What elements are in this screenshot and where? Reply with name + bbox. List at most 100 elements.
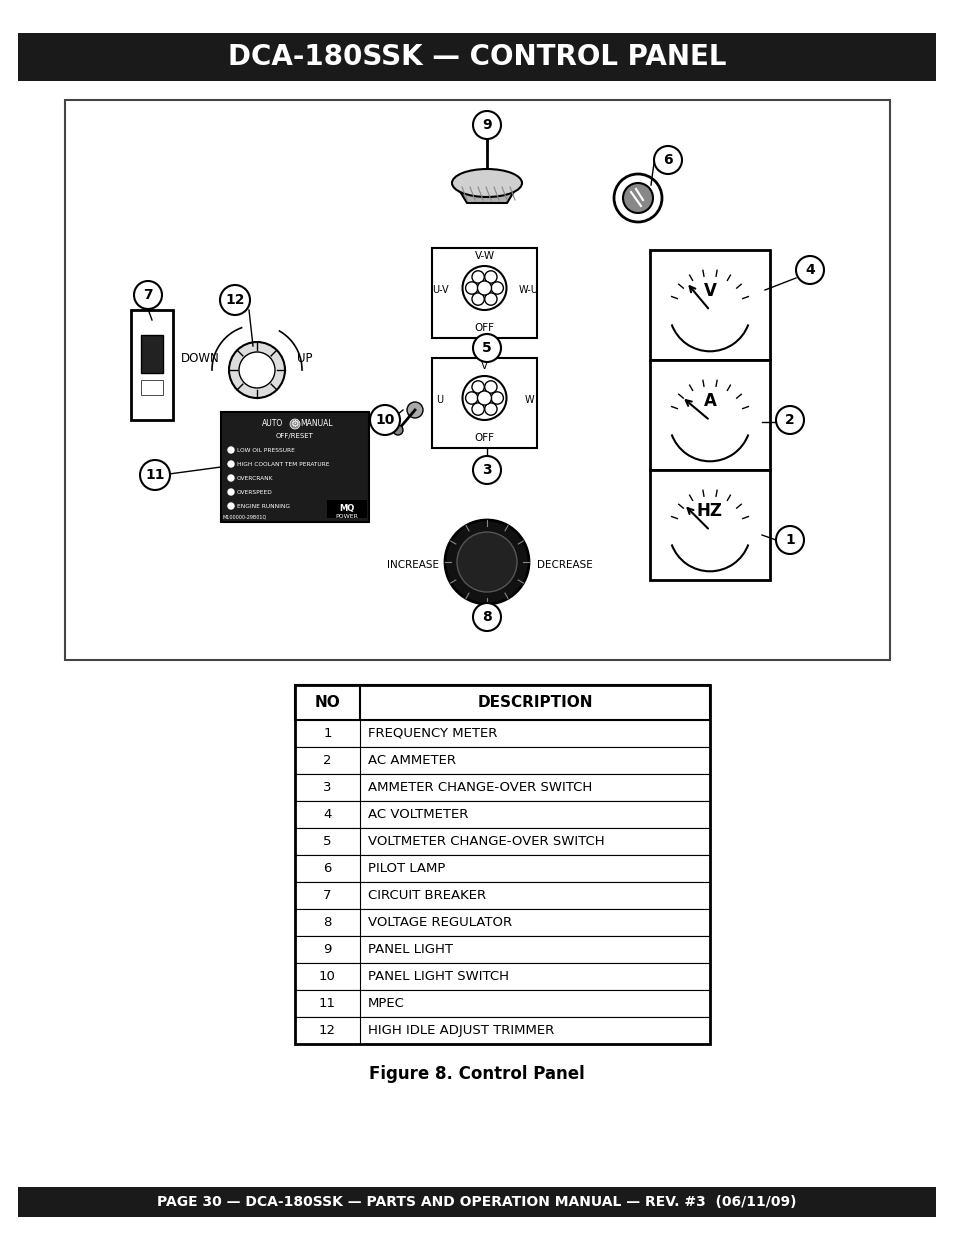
Text: PANEL LIGHT SWITCH: PANEL LIGHT SWITCH [368,969,509,983]
Bar [294,827,709,855]
Text: Figure 8. Control Panel: Figure 8. Control Panel [369,1065,584,1083]
Text: PAGE 30 — DCA-180SSK — PARTS AND OPERATION MANUAL — REV. #3  (06/11/09): PAGE 30 — DCA-180SSK — PARTS AND OPERATI… [157,1195,796,1209]
Circle shape [462,375,506,420]
Text: 8: 8 [481,610,492,624]
Bar [432,248,537,338]
Text: MPEC: MPEC [368,997,404,1010]
Bar [294,909,709,936]
Text: 5: 5 [323,835,332,848]
Text: 9: 9 [481,119,492,132]
Bar [294,855,709,882]
Bar [221,412,369,522]
Circle shape [239,352,274,388]
Circle shape [229,342,285,398]
Text: 8: 8 [323,916,332,929]
Circle shape [393,425,402,435]
Circle shape [133,282,162,309]
Circle shape [775,406,803,433]
Circle shape [220,285,250,315]
Bar [432,358,537,448]
Bar [649,359,769,471]
Text: OVERCRANK: OVERCRANK [236,475,274,480]
Circle shape [614,174,661,222]
Text: 6: 6 [323,862,332,876]
Circle shape [444,520,529,604]
Text: 2: 2 [784,412,794,427]
Text: AC AMMETER: AC AMMETER [368,755,456,767]
Circle shape [472,403,484,415]
Text: MQ: MQ [339,505,355,514]
Text: DCA-180SSK — CONTROL PANEL: DCA-180SSK — CONTROL PANEL [228,43,725,70]
Bar [294,963,709,990]
Circle shape [472,380,484,393]
Circle shape [462,266,506,310]
Text: 11: 11 [318,997,335,1010]
Text: 11: 11 [145,468,165,482]
Text: 2: 2 [323,755,332,767]
Circle shape [484,270,497,283]
Text: V: V [480,361,488,370]
Text: 1: 1 [323,727,332,740]
Text: V-W: V-W [474,251,494,261]
Text: 6: 6 [662,153,672,167]
Circle shape [228,461,233,467]
Text: 7: 7 [323,889,332,902]
Text: U-V: U-V [432,285,448,295]
Text: 12: 12 [225,293,245,308]
Circle shape [290,419,299,429]
Circle shape [473,603,500,631]
Bar [294,720,709,747]
Text: 7: 7 [143,288,152,303]
Text: UP: UP [297,352,313,364]
Circle shape [484,403,497,415]
Text: M100000-29B01Q: M100000-29B01Q [223,515,267,520]
Text: 9: 9 [323,944,332,956]
Text: DECREASE: DECREASE [537,559,592,571]
Bar [141,380,163,395]
Text: LOW OIL PRESSURE: LOW OIL PRESSURE [236,447,294,452]
Circle shape [476,280,491,295]
Text: FREQUENCY METER: FREQUENCY METER [368,727,497,740]
Bar [294,747,709,774]
Bar [294,936,709,963]
Text: NO: NO [314,695,340,710]
Bar [294,1016,709,1044]
Circle shape [370,405,399,435]
Text: OFF/RESET: OFF/RESET [275,433,314,438]
Circle shape [491,391,503,404]
Bar [18,1187,935,1216]
Text: HIGH COOLANT TEM PERATURE: HIGH COOLANT TEM PERATURE [236,462,329,467]
Circle shape [407,403,422,417]
Text: A: A [702,391,716,410]
Circle shape [654,146,681,174]
Text: ⚙: ⚙ [290,419,298,429]
Circle shape [465,282,477,294]
Circle shape [228,503,233,509]
Bar [294,685,709,1044]
Bar [649,471,769,580]
Circle shape [622,183,652,212]
Text: ENGINE RUNNING: ENGINE RUNNING [236,504,290,509]
Text: V: V [702,282,716,300]
Text: AMMETER CHANGE-OVER SWITCH: AMMETER CHANGE-OVER SWITCH [368,781,592,794]
Circle shape [472,293,484,305]
Text: DESCRIPTION: DESCRIPTION [476,695,592,710]
Text: W-U: W-U [518,285,538,295]
Text: OFF: OFF [474,324,494,333]
Text: HZ: HZ [697,501,722,520]
Text: INCREASE: INCREASE [387,559,438,571]
Text: 3: 3 [481,463,492,477]
Text: POWER: POWER [335,515,358,520]
Circle shape [775,526,803,555]
Circle shape [795,256,823,284]
Bar [131,310,172,420]
Text: DOWN: DOWN [180,352,219,364]
Bar [294,685,709,720]
Circle shape [456,532,517,592]
Circle shape [491,282,503,294]
Bar [294,882,709,909]
Text: W: W [523,395,534,405]
Text: HIGH IDLE ADJUST TRIMMER: HIGH IDLE ADJUST TRIMMER [368,1024,554,1037]
Text: 4: 4 [323,808,332,821]
Text: OVERSPEED: OVERSPEED [236,489,273,494]
